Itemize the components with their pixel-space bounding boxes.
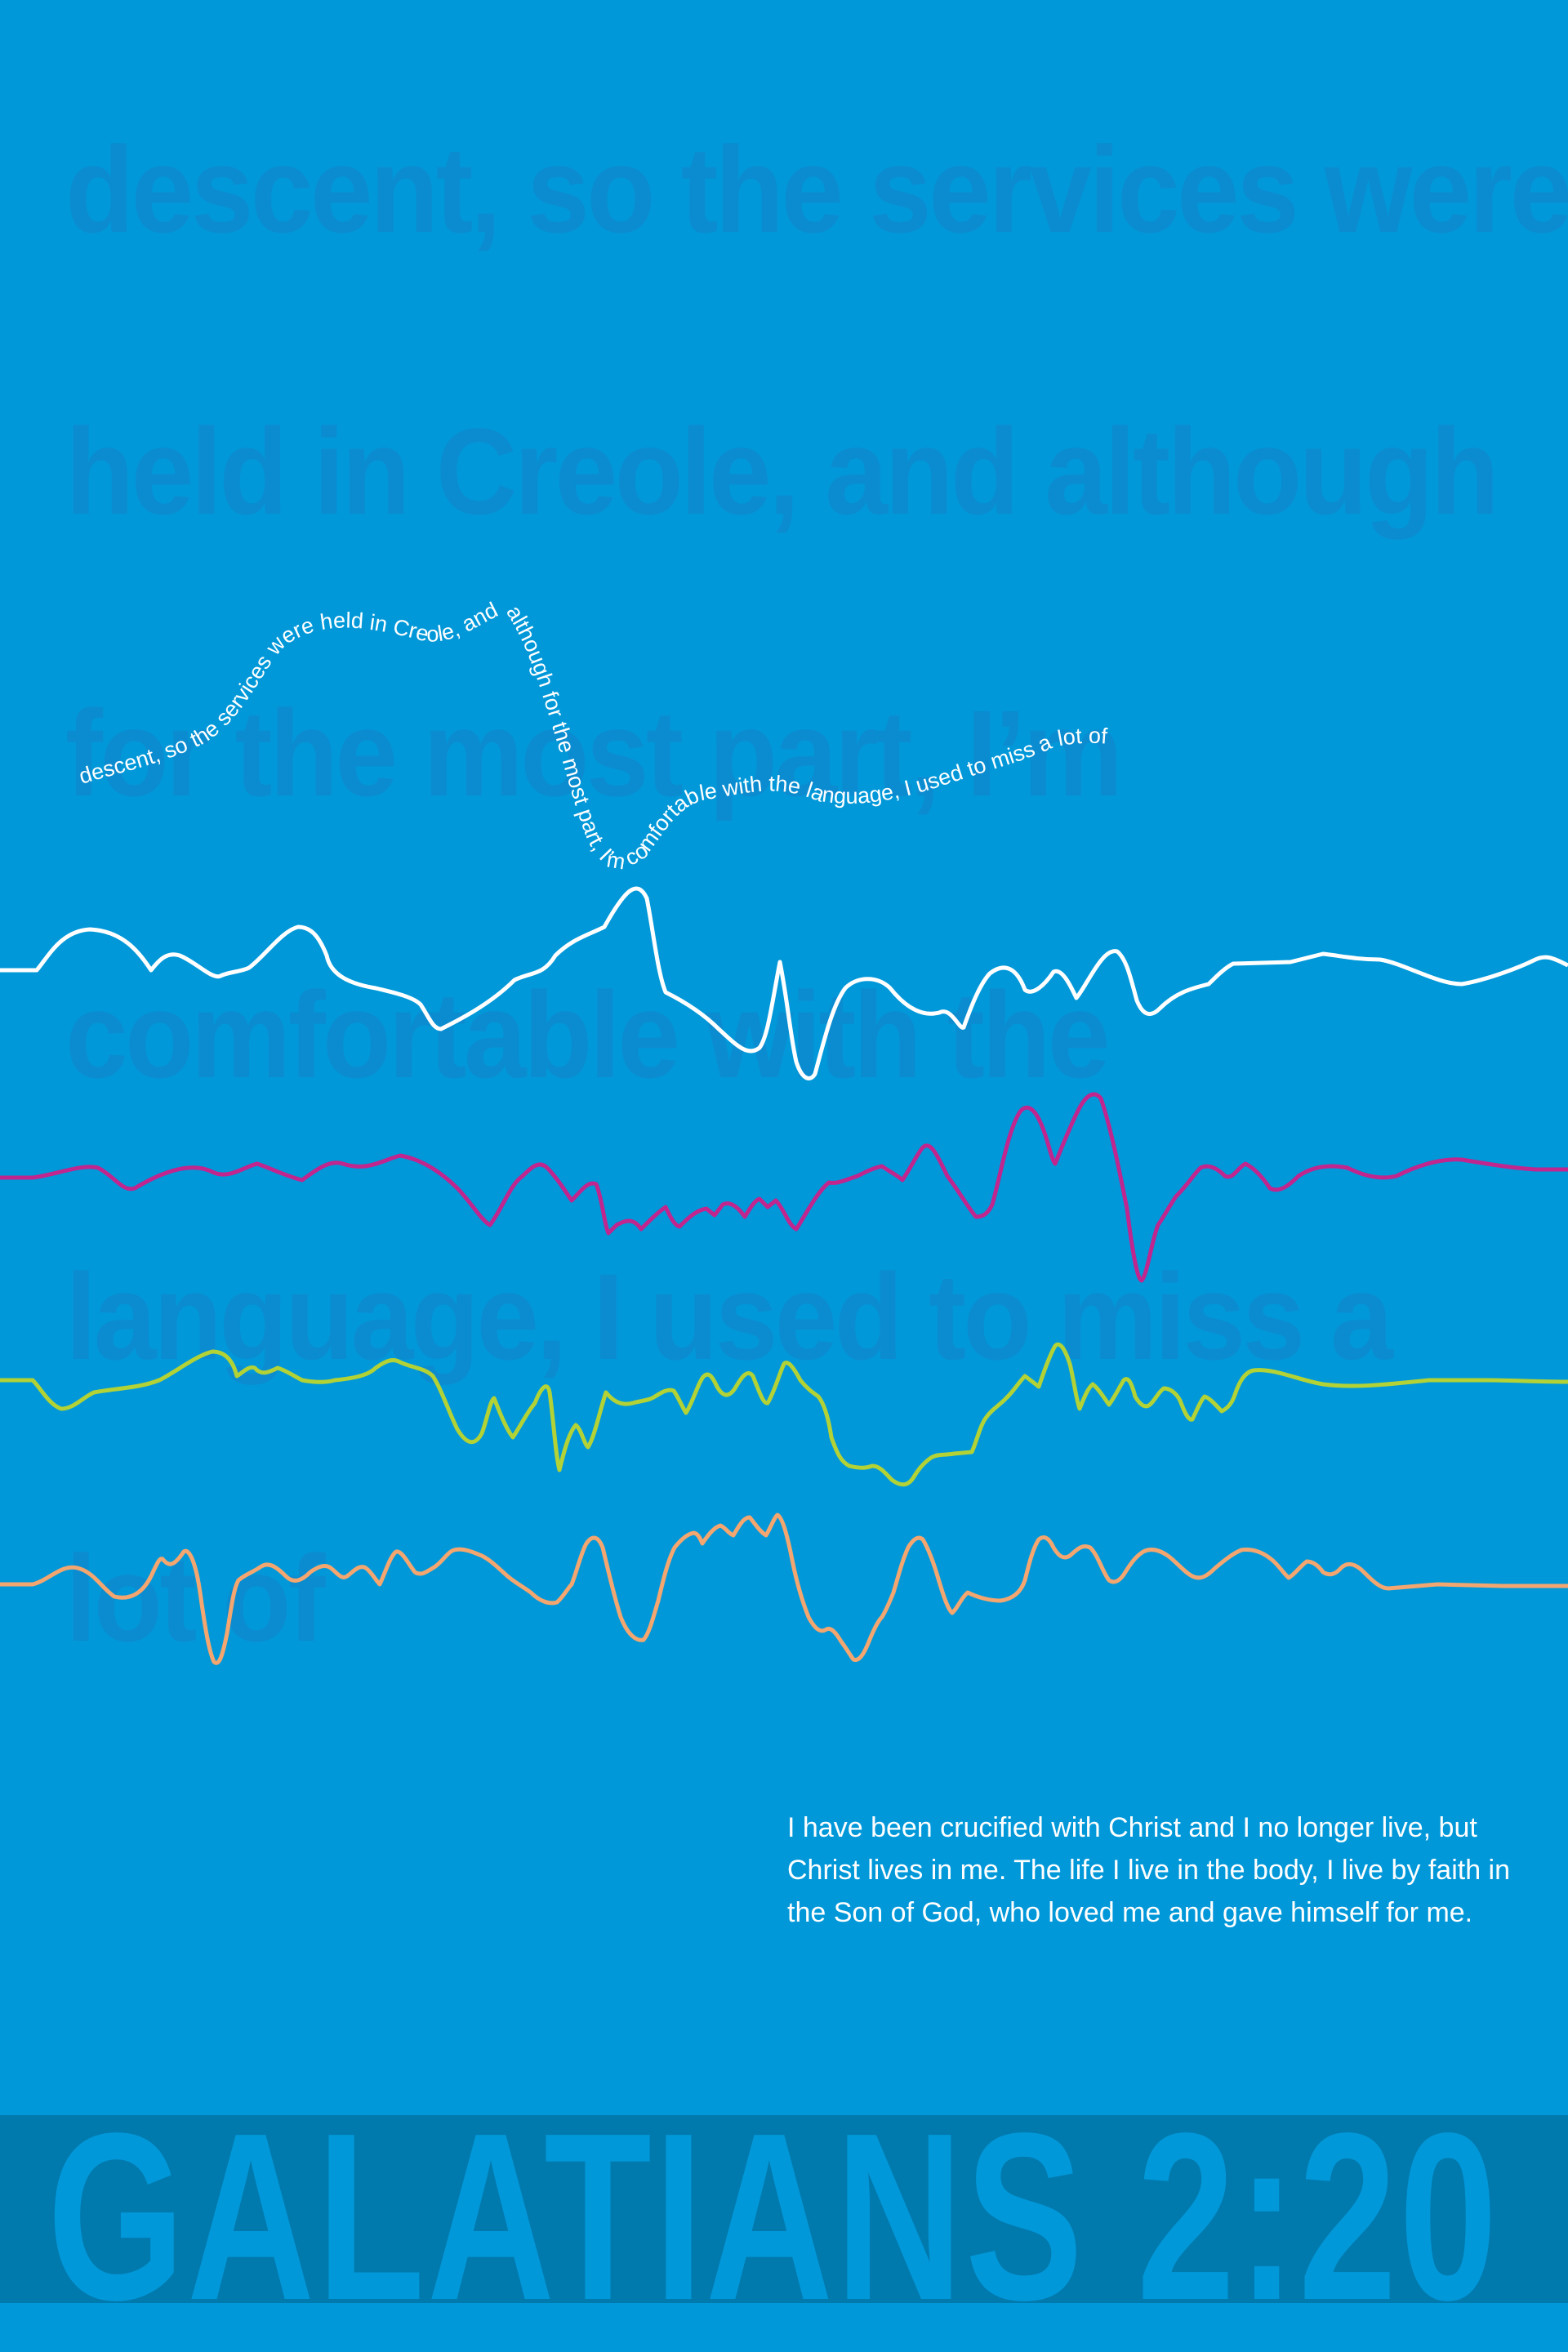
curved-text-path: descent, so the services were held in Cr… <box>76 595 1108 874</box>
background-text-line: language, I used to miss a <box>65 1248 1393 1385</box>
waveform-lime <box>0 1342 1568 1487</box>
background-text-line: comfortable with the <box>65 966 1110 1103</box>
waveform-peach <box>0 1512 1568 1665</box>
curved-text: descent, so the services were held in Cr… <box>76 595 1108 874</box>
waveform-magenta <box>0 1092 1568 1283</box>
page-title: GALATIANS 2:20 <box>47 2115 1500 2303</box>
background-text: descent, so the services were held in Cr… <box>65 49 1568 1740</box>
background-text-line: lot of <box>65 1530 326 1667</box>
background-text-line: descent, so the services were <box>65 121 1568 258</box>
background-text-line: held in Creole, and although <box>65 403 1499 540</box>
waveform-white <box>0 886 1568 1080</box>
title-banner: GALATIANS 2:20 <box>0 2115 1568 2303</box>
background-text-line: for the most part, I’m <box>65 684 1123 822</box>
quote-text: I have been crucified with Christ and I … <box>787 1812 1511 1928</box>
